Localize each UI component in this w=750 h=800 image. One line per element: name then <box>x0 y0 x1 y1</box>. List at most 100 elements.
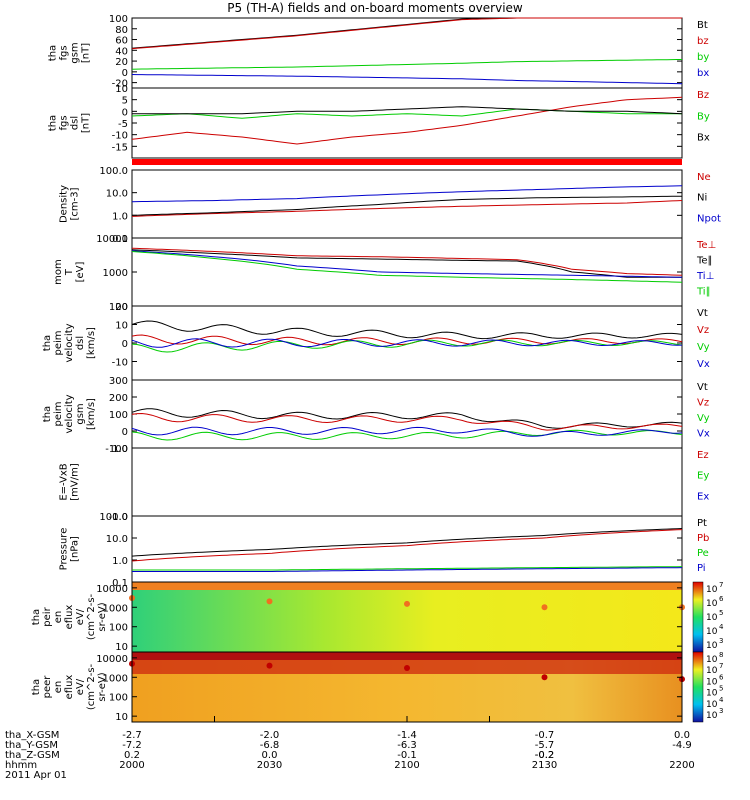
velocity_dsl-series-vt <box>131 320 683 340</box>
electron_spectrogram-peak-energy-point <box>266 662 273 669</box>
electron_spectrogram-ylabel: (cm^2-s- <box>86 663 97 710</box>
fgs_dsl_detrended-ytick-label: 10 <box>115 84 128 95</box>
xaxis-row-value: -2.7 <box>122 730 142 741</box>
fgs_gsm-ytick-label: 60 <box>115 36 128 47</box>
pressure-series-pt <box>131 528 683 557</box>
ion_spectrogram-colorbar-tick-exponent: 7 <box>719 581 723 589</box>
velocity_gsm-ylabel: velocity <box>64 394 75 433</box>
electron_spectrogram-peak-energy-point <box>541 674 548 681</box>
fgs_gsm-ylabel: [nT] <box>81 43 92 63</box>
temperature-series-ti <box>131 251 683 283</box>
density-series-npot <box>131 185 683 203</box>
pressure-ytick-label: 0.1 <box>112 578 128 589</box>
xaxis-row-value: -7.2 <box>122 740 142 751</box>
ion_spectrogram-ylabel: peir <box>42 606 53 626</box>
velocity_dsl-ytick-label: 0 <box>122 339 128 350</box>
velocity_dsl-ylabel: velocity <box>64 323 75 362</box>
temperature-series-te <box>131 247 683 276</box>
fgs_dsl_detrended-ylabel: [nT] <box>81 113 92 133</box>
efield-ylabel: [mV/m] <box>70 463 81 501</box>
electron_spectrogram-colorbar-tick: 10 <box>706 700 718 710</box>
electron_spectrogram-colorbar-tick: 10 <box>706 666 718 676</box>
velocity_gsm-ytick-label: 300 <box>109 376 128 387</box>
ion_spectrogram-ylabel: (cm^2-s- <box>86 593 97 640</box>
fgs_dsl_detrended-ytick-label: 0 <box>122 107 128 118</box>
velocity_gsm-ylabel: [km/s] <box>86 398 97 430</box>
efield-ytick-label: 1.0 <box>112 444 128 455</box>
velocity_gsm-ytick-label: 200 <box>109 393 128 404</box>
fgs_dsl_detrended-legend-0: Bz <box>697 90 709 101</box>
electron_spectrogram-high-energy-band <box>132 652 682 660</box>
velocity_dsl-ytick-label: 10 <box>115 321 128 332</box>
ion_spectrogram-ylabel: eV/ <box>75 608 86 625</box>
velocity_dsl-ylabel: [km/s] <box>86 327 97 359</box>
xaxis-row-label: tha_X-GSM <box>5 730 59 741</box>
ion_spectrogram-high-energy-band <box>132 582 682 590</box>
ion_spectrogram-peak-energy-point <box>404 600 410 607</box>
temperature-ytick-label: 10000 <box>96 234 128 245</box>
fgs_gsm-series-by <box>131 59 682 70</box>
electron_spectrogram-ylabel: peer <box>42 675 53 699</box>
pressure-series-pe <box>132 566 683 571</box>
velocity_gsm-series-vt <box>131 408 683 429</box>
fgs_dsl_detrended-ylabel: tha <box>48 115 59 131</box>
pressure-frame <box>131 515 683 583</box>
density-legend-1: Ni <box>697 193 707 204</box>
fgs_dsl_detrended-series-bz <box>131 96 683 145</box>
temperature-ylabel: mom <box>53 259 64 285</box>
pressure-series-pi <box>132 567 683 572</box>
fgs_gsm-ytick-label: -20 <box>112 79 128 90</box>
velocity_gsm-ylabel: peim <box>53 401 64 426</box>
pressure-ytick-label: 10.0 <box>106 534 128 545</box>
xaxis-row-value: 0.0 <box>674 730 690 741</box>
pressure-legend-3: Pi <box>697 563 706 574</box>
ion_spectrogram-ytick-label: 1000 <box>103 603 128 614</box>
ion_spectrogram-colorbar <box>692 581 704 653</box>
velocity_gsm-series-vy <box>131 429 683 441</box>
fgs_gsm-ytick-label: 0 <box>122 68 128 79</box>
density-legend-2: Npot <box>697 213 721 224</box>
velocity_dsl-series-vx <box>131 338 683 348</box>
ion_spectrogram-ylabel: sr-eV) <box>97 602 108 631</box>
xaxis-row-value: -0.2 <box>535 750 555 761</box>
electron_spectrogram-colorbar-tick-exponent: 6 <box>719 673 724 681</box>
electron_spectrogram-colorbar-tick-exponent: 3 <box>719 707 723 715</box>
velocity_dsl-legend-1: Vz <box>697 325 709 336</box>
velocity_gsm-series-vz <box>131 412 683 431</box>
electron_spectrogram-ytick-label: 1000 <box>103 673 128 684</box>
velocity_gsm-ylabel: tha <box>42 406 53 422</box>
xaxis-row-label: tha_Y-GSM <box>5 740 58 751</box>
velocity_gsm-legend-2: Vy <box>697 413 710 424</box>
temperature-series-te <box>131 249 682 278</box>
density-series-ne <box>131 200 683 217</box>
ion_spectrogram-colorbar-tick-exponent: 5 <box>719 609 723 617</box>
electron_spectrogram-colorbar-tick: 10 <box>706 655 718 665</box>
fgs_gsm-legend-3: bx <box>697 68 709 79</box>
electron_spectrogram-colorbar-tick-exponent: 7 <box>719 662 723 670</box>
electron_spectrogram-ylabel: eV/ <box>75 678 86 695</box>
xaxis-row-value: 2200 <box>669 760 694 771</box>
density-legend-0: Ne <box>697 172 711 183</box>
pressure-legend-0: Pt <box>697 518 707 529</box>
pressure-ytick-label: 100.0 <box>99 512 128 523</box>
temperature-legend-1: Te∥ <box>696 256 713 267</box>
electron_spectrogram-ylabel: eflux <box>64 675 75 700</box>
pressure-ylabel: Pressure <box>59 528 70 571</box>
density-ytick-label: 100.0 <box>99 166 128 177</box>
ion_spectrogram-colorbar-tick: 10 <box>706 585 718 595</box>
electron_spectrogram-colorbar-tick-exponent: 5 <box>719 685 723 693</box>
xaxis-row-value: 2000 <box>119 760 144 771</box>
electron_spectrogram-ylabel: en <box>53 681 64 694</box>
electron_spectrogram-colorbar-tick: 10 <box>706 677 718 687</box>
ion_spectrogram-ylabel: tha <box>31 609 42 625</box>
electron_spectrogram-ylabel: tha <box>31 679 42 695</box>
fgs_gsm-series-bx <box>131 74 683 85</box>
electron_spectrogram-ylabel: sr-eV) <box>97 672 108 701</box>
temperature-ytick-label: 1000 <box>103 268 128 279</box>
density-ytick-label: 0.1 <box>112 234 128 245</box>
fgs_gsm-ytick-label: 20 <box>115 57 128 68</box>
temperature-ylabel: [eV] <box>75 262 86 283</box>
velocity_gsm-legend-1: Vz <box>697 398 709 409</box>
temperature-legend-0: Te⊥ <box>696 240 716 251</box>
temperature-legend-2: Ti⊥ <box>696 271 714 282</box>
